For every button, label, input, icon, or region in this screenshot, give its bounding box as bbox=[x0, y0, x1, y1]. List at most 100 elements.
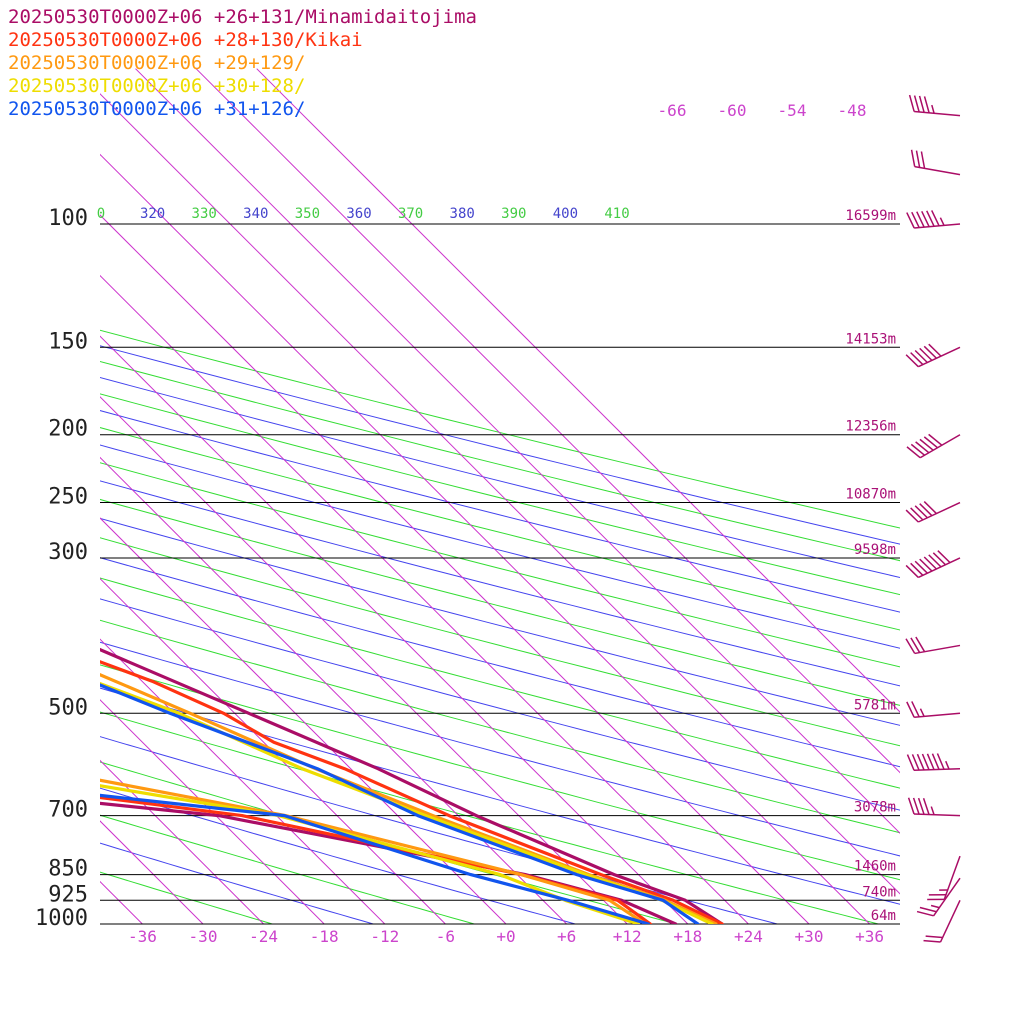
dry-adiabat bbox=[100, 577, 900, 789]
pressure-label: 925 bbox=[48, 882, 88, 907]
upper-temperature-label: -60 bbox=[718, 101, 747, 120]
dry-adiabat bbox=[100, 427, 900, 631]
wind-barb bbox=[906, 210, 961, 229]
isotherm bbox=[100, 638, 386, 924]
isotherm bbox=[135, 68, 900, 834]
temperature-profile bbox=[100, 660, 724, 924]
dry-adiabat bbox=[100, 376, 900, 578]
dry-adiabat bbox=[100, 842, 376, 924]
temperature-tick-label: -24 bbox=[249, 927, 278, 946]
pressure-label: 100 bbox=[48, 206, 88, 231]
wind-barb bbox=[906, 753, 961, 772]
dry-adiabat bbox=[100, 814, 477, 924]
dry-adiabat bbox=[100, 444, 900, 649]
temperature-profile bbox=[100, 681, 714, 924]
isotherm bbox=[100, 93, 900, 895]
temperature-tick-label: +6 bbox=[557, 927, 576, 946]
legend-entry: 20250530T0000Z+06 +28+130/Kikai bbox=[8, 29, 363, 51]
height-label: 10870m bbox=[845, 487, 896, 503]
dry-adiabat bbox=[100, 360, 900, 562]
pressure-label: 500 bbox=[48, 695, 88, 720]
theta-label: 400 bbox=[553, 206, 578, 222]
wind-barb bbox=[916, 877, 961, 917]
isotherms bbox=[0, 68, 900, 924]
isotherm bbox=[256, 68, 900, 713]
height-label: 1460m bbox=[854, 859, 896, 875]
legend-entry: 20250530T0000Z+06 +26+131/Minamidaitojim… bbox=[8, 6, 477, 28]
legend: 20250530T0000Z+06 +26+131/Minamidaitojim… bbox=[8, 6, 477, 121]
dry-adiabat bbox=[100, 711, 881, 924]
theta-label: 390 bbox=[501, 206, 526, 222]
wind-barb bbox=[906, 701, 961, 719]
temperature-tick-label: -30 bbox=[189, 927, 218, 946]
height-label: 64m bbox=[871, 908, 896, 924]
temperature-profile bbox=[100, 647, 724, 924]
isotherm bbox=[100, 456, 567, 924]
wind-barb bbox=[905, 501, 961, 523]
dry-adiabat bbox=[100, 410, 900, 613]
temperature-tick-label: +18 bbox=[673, 927, 702, 946]
dewpoint-profile bbox=[100, 793, 650, 924]
height-label: 16599m bbox=[845, 208, 896, 224]
isotherm bbox=[100, 153, 870, 924]
theta-label: 320 bbox=[140, 206, 165, 222]
legend-entry: 20250530T0000Z+06 +31+126/ bbox=[8, 98, 306, 120]
height-label: 740m bbox=[862, 884, 896, 900]
dry-adiabat bbox=[100, 664, 900, 881]
isotherm bbox=[100, 699, 325, 924]
pressure-label: 250 bbox=[48, 485, 88, 510]
wind-barb bbox=[910, 149, 961, 176]
pressure-label: 150 bbox=[48, 329, 88, 354]
sounding-profiles bbox=[100, 647, 724, 924]
dewpoint-profile bbox=[100, 795, 652, 924]
upper-temperature-label: -66 bbox=[658, 101, 687, 120]
dry-adiabat bbox=[100, 537, 900, 747]
dry-adiabat bbox=[100, 641, 900, 857]
isotherm bbox=[100, 577, 446, 924]
theta-label: 410 bbox=[604, 206, 629, 222]
wind-barb bbox=[906, 433, 961, 459]
pressure-label: 200 bbox=[48, 417, 88, 442]
pressure-label: 300 bbox=[48, 540, 88, 565]
theta-label: 0 bbox=[97, 206, 105, 222]
isotherm bbox=[0, 69, 21, 924]
pressure-label: 700 bbox=[48, 798, 88, 823]
isotherm bbox=[195, 68, 900, 774]
theta-label: 350 bbox=[295, 206, 320, 222]
dewpoint-profile bbox=[100, 784, 640, 924]
theta-label: 330 bbox=[192, 206, 217, 222]
pressure-label: 850 bbox=[48, 857, 88, 882]
dry-adiabat bbox=[100, 871, 274, 924]
temperature-profile bbox=[100, 683, 700, 924]
upper-temperature-label: -54 bbox=[778, 101, 807, 120]
temperature-tick-label: -6 bbox=[436, 927, 455, 946]
temperature-tick-label: -18 bbox=[310, 927, 339, 946]
pressure-label: 1000 bbox=[35, 906, 88, 931]
dry-adiabat bbox=[100, 462, 900, 668]
dry-adiabat bbox=[100, 619, 900, 834]
height-label: 14153m bbox=[845, 331, 896, 347]
wind-barb bbox=[908, 94, 961, 117]
isotherm bbox=[100, 517, 507, 924]
wind-barb bbox=[905, 636, 961, 655]
isobars bbox=[100, 223, 900, 925]
temperature-tick-label: +12 bbox=[613, 927, 642, 946]
isotherm bbox=[100, 335, 689, 924]
temperature-tick-label: +24 bbox=[734, 927, 763, 946]
wind-barb bbox=[905, 343, 961, 368]
temperature-tick-label: +36 bbox=[855, 927, 884, 946]
legend-entry: 20250530T0000Z+06 +29+129/ bbox=[8, 52, 306, 74]
theta-label: 340 bbox=[243, 206, 268, 222]
isotherm bbox=[100, 396, 628, 924]
theta-label: 360 bbox=[346, 206, 371, 222]
dry-adiabat bbox=[100, 345, 900, 545]
wind-barb bbox=[905, 550, 961, 579]
dry-adiabat bbox=[100, 787, 578, 924]
height-label: 5781m bbox=[854, 697, 896, 713]
legend-entry: 20250530T0000Z+06 +30+128/ bbox=[8, 75, 306, 97]
wind-barbs bbox=[905, 94, 961, 943]
axis-labels: 100 16599m 150 14153m 200 12356m 250 10870m 300 9… bbox=[35, 101, 896, 946]
height-label: 12356m bbox=[845, 419, 896, 435]
height-label: 3078m bbox=[854, 800, 896, 816]
